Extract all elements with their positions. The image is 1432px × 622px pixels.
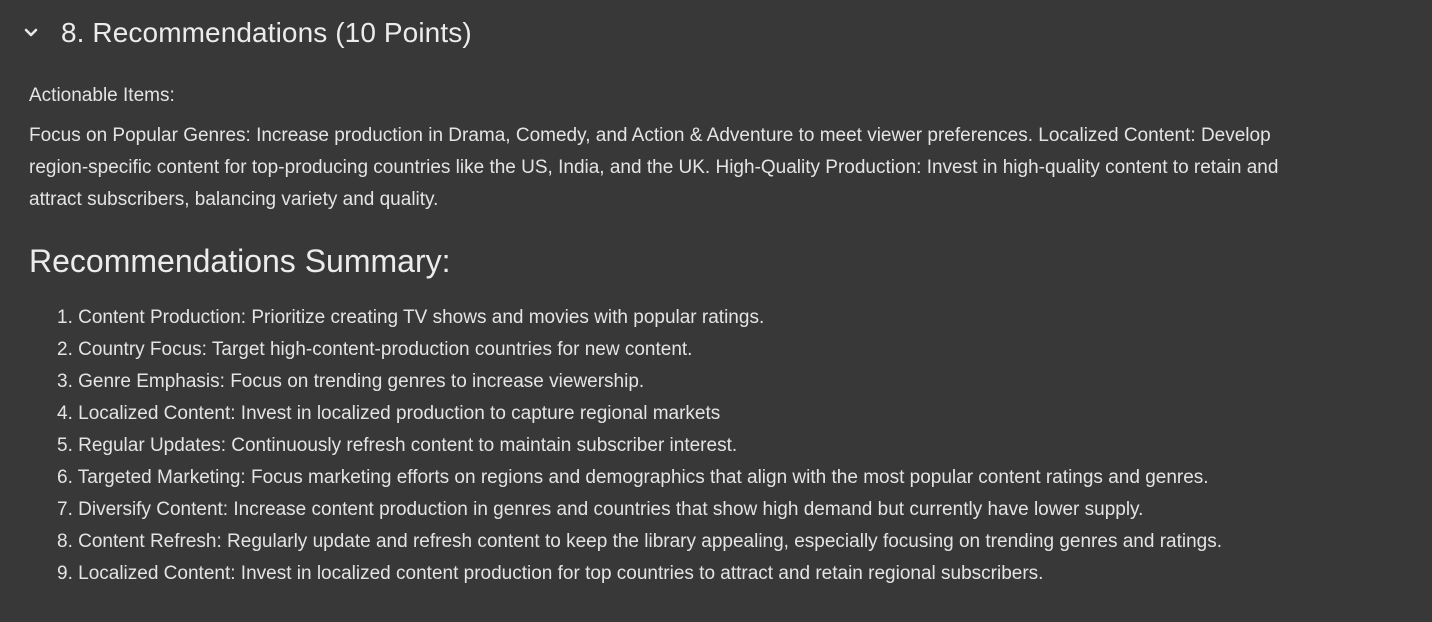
actionable-items-label: Actionable Items: [29, 85, 175, 106]
section-title: 8. Recommendations (10 Points) [61, 17, 472, 48]
list-item: 6. Targeted Marketing: Focus marketing e… [57, 467, 1209, 488]
recommendations-summary-heading: Recommendations Summary: [29, 243, 451, 279]
section-content: Actionable Items: Focus on Popular Genre… [29, 82, 1319, 590]
list-item: 5. Regular Updates: Continuously refresh… [57, 435, 738, 456]
list-item: 3. Genre Emphasis: Focus on trending gen… [57, 371, 645, 392]
list-item: 7. Diversify Content: Increase content p… [57, 499, 1144, 520]
list-item: 2. Country Focus: Target high-content-pr… [57, 339, 693, 360]
chevron-down-icon[interactable] [20, 22, 42, 44]
actionable-items-paragraph: Focus on Popular Genres: Increase produc… [29, 125, 1279, 210]
recommendations-list: 1. Content Production: Prioritize creati… [29, 302, 1319, 590]
list-item: 1. Content Production: Prioritize creati… [57, 307, 765, 328]
list-item: 4. Localized Content: Invest in localize… [57, 403, 721, 424]
list-item: 9. Localized Content: Invest in localize… [57, 563, 1044, 584]
section-header-toggle[interactable]: 8. Recommendations (10 Points) [20, 12, 472, 54]
list-item: 8. Content Refresh: Regularly update and… [57, 531, 1223, 552]
